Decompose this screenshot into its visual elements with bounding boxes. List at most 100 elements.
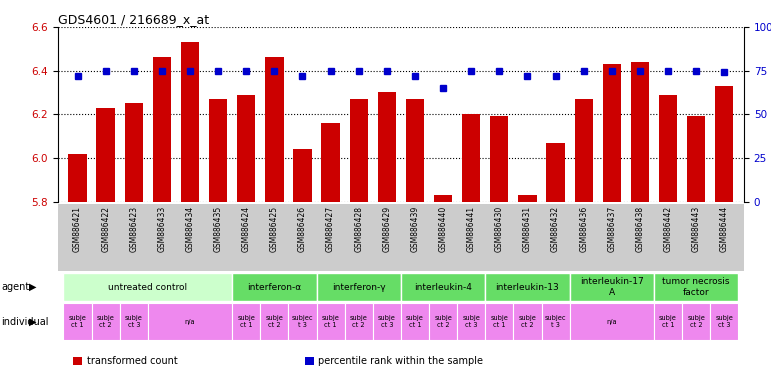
Bar	[69, 154, 86, 202]
Text: GSM886443: GSM886443	[692, 205, 701, 252]
Bar	[181, 42, 199, 202]
Bar	[429, 303, 457, 340]
Bar	[518, 195, 537, 202]
Bar	[715, 86, 733, 202]
Text: GSM886427: GSM886427	[326, 205, 335, 252]
Bar	[485, 273, 570, 301]
Text: subjec
t 3: subjec t 3	[291, 315, 313, 328]
Bar	[288, 303, 317, 340]
Bar	[63, 273, 232, 301]
Bar	[485, 303, 513, 340]
Bar	[378, 93, 396, 202]
Text: GSM886424: GSM886424	[242, 205, 251, 252]
Text: n/a: n/a	[185, 319, 195, 324]
Text: GSM886437: GSM886437	[608, 205, 616, 252]
Text: subje
ct 2: subje ct 2	[434, 315, 452, 328]
Text: n/a: n/a	[607, 319, 617, 324]
Text: GSM886440: GSM886440	[439, 205, 448, 252]
Bar	[406, 99, 424, 202]
Bar	[317, 303, 345, 340]
Text: subje
ct 1: subje ct 1	[659, 315, 677, 328]
Bar	[92, 303, 120, 340]
Text: subje
ct 2: subje ct 2	[350, 315, 368, 328]
Text: untreated control: untreated control	[108, 283, 187, 291]
Text: GSM886421: GSM886421	[73, 205, 82, 252]
Bar	[265, 58, 284, 202]
Text: individual: individual	[2, 316, 49, 327]
Bar	[710, 303, 739, 340]
Bar	[322, 123, 340, 202]
Bar	[603, 64, 621, 202]
Bar	[541, 303, 570, 340]
Bar	[345, 303, 373, 340]
Bar	[148, 303, 232, 340]
Bar	[401, 303, 429, 340]
Text: GSM886441: GSM886441	[466, 205, 476, 252]
Bar	[153, 58, 171, 202]
Text: GSM886444: GSM886444	[720, 205, 729, 252]
Bar	[96, 108, 115, 202]
Text: interleukin-17
A: interleukin-17 A	[580, 277, 644, 297]
Bar	[462, 114, 480, 202]
Text: interferon-γ: interferon-γ	[332, 283, 386, 291]
Text: transformed count: transformed count	[87, 356, 178, 366]
Text: GSM886435: GSM886435	[214, 205, 223, 252]
Text: GSM886433: GSM886433	[157, 205, 167, 252]
Bar	[682, 303, 710, 340]
Text: GSM886426: GSM886426	[298, 205, 307, 252]
Text: GSM886436: GSM886436	[579, 205, 588, 252]
Text: GSM886432: GSM886432	[551, 205, 560, 252]
Text: GSM886423: GSM886423	[130, 205, 138, 252]
Text: subje
ct 1: subje ct 1	[406, 315, 424, 328]
Bar	[654, 273, 739, 301]
Bar	[209, 99, 227, 202]
Bar	[513, 303, 541, 340]
Text: GSM886439: GSM886439	[410, 205, 419, 252]
Bar	[434, 195, 453, 202]
Text: GSM886431: GSM886431	[523, 205, 532, 252]
Bar	[457, 303, 485, 340]
Bar	[687, 116, 705, 202]
Text: ▶: ▶	[29, 282, 37, 292]
Text: GSM886442: GSM886442	[664, 205, 672, 252]
Bar	[349, 99, 368, 202]
Bar	[120, 303, 148, 340]
Text: subje
ct 1: subje ct 1	[237, 315, 255, 328]
Text: GSM886425: GSM886425	[270, 205, 279, 252]
Bar	[125, 103, 143, 202]
Text: GSM886430: GSM886430	[495, 205, 504, 252]
Text: interferon-α: interferon-α	[247, 283, 301, 291]
Bar	[232, 303, 261, 340]
Bar	[232, 273, 317, 301]
Bar	[317, 273, 401, 301]
Bar	[570, 273, 654, 301]
Text: subje
ct 1: subje ct 1	[490, 315, 508, 328]
Text: GSM886428: GSM886428	[354, 205, 363, 252]
Text: subje
ct 2: subje ct 2	[687, 315, 705, 328]
Bar	[574, 99, 593, 202]
Text: subje
ct 2: subje ct 2	[265, 315, 283, 328]
Text: GSM886434: GSM886434	[186, 205, 194, 252]
Text: percentile rank within the sample: percentile rank within the sample	[318, 356, 483, 366]
Bar	[570, 303, 654, 340]
Text: ▶: ▶	[29, 316, 37, 327]
Text: subje
ct 3: subje ct 3	[125, 315, 143, 328]
Bar	[490, 116, 509, 202]
Bar	[659, 94, 677, 202]
Bar	[293, 149, 311, 202]
Text: subjec
t 3: subjec t 3	[545, 315, 567, 328]
Bar	[261, 303, 288, 340]
Text: GSM886422: GSM886422	[101, 205, 110, 252]
Text: subje
ct 3: subje ct 3	[715, 315, 733, 328]
Text: tumor necrosis
factor: tumor necrosis factor	[662, 277, 730, 297]
Text: GSM886438: GSM886438	[635, 205, 645, 252]
Bar	[401, 273, 485, 301]
Text: subje
ct 3: subje ct 3	[463, 315, 480, 328]
Text: interleukin-4: interleukin-4	[414, 283, 472, 291]
Bar	[631, 62, 649, 202]
Text: agent: agent	[2, 282, 30, 292]
Bar	[547, 142, 564, 202]
Text: subje
ct 1: subje ct 1	[322, 315, 339, 328]
Bar	[373, 303, 401, 340]
Text: subje
ct 2: subje ct 2	[519, 315, 537, 328]
